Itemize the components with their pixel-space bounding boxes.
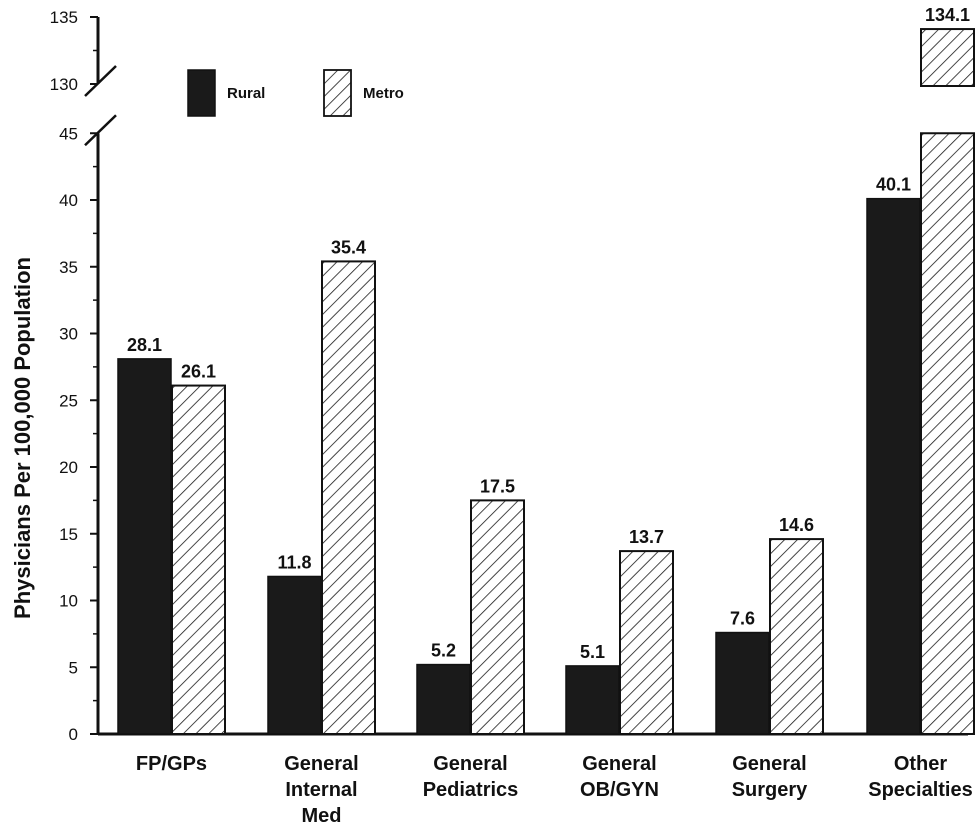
rural-bar <box>416 663 471 735</box>
y-tick-label: 20 <box>59 458 78 477</box>
metro-value-label: 35.4 <box>331 237 366 257</box>
rural-bar <box>565 665 620 735</box>
category-label-line: General <box>732 753 806 775</box>
category-label-line: General <box>582 753 656 775</box>
metro-bar-top-segment <box>920 28 975 87</box>
y-tick-label: 40 <box>59 191 78 210</box>
metro-bar <box>920 132 975 735</box>
rural-value-label: 7.6 <box>730 609 755 629</box>
category-label: General Surgery <box>732 753 808 801</box>
category-label-line: Internal <box>285 779 357 801</box>
metro-bar <box>619 550 674 735</box>
data-labels: 28.1 26.1 11.8 35.4 5.2 17.5 5.1 13.7 7.6 14.6 40.… <box>127 5 970 662</box>
legend-swatch-rural <box>187 69 216 117</box>
rural-bar <box>715 631 770 735</box>
category-label-line: OB/GYN <box>580 779 659 801</box>
metro-bar <box>769 538 824 736</box>
category-label: Other Specialties <box>868 753 973 801</box>
category-label-line: Other <box>894 753 948 775</box>
metro-value-label: 13.7 <box>629 527 664 547</box>
metro-value-label: 134.1 <box>925 5 970 25</box>
category-label-line: Specialties <box>868 779 973 801</box>
rural-bar <box>267 575 322 735</box>
rural-value-label: 5.1 <box>580 642 605 662</box>
metro-bar <box>470 499 525 735</box>
metro-value-label: 14.6 <box>779 515 814 535</box>
category-label-line: Surgery <box>732 779 808 801</box>
y-axis: 0 5 10 15 20 25 30 35 40 45 130 135 <box>50 8 968 744</box>
category-label: General Pediatrics <box>423 753 519 801</box>
y-tick-label: 45 <box>59 124 78 143</box>
rural-bar <box>117 358 172 735</box>
category-label: General OB/GYN <box>580 753 659 801</box>
category-label-line: Med <box>302 805 342 827</box>
y-tick-label: 5 <box>69 658 78 677</box>
category-label-line: Pediatrics <box>423 779 519 801</box>
category-label-line: General <box>284 753 358 775</box>
metro-bar <box>321 260 376 735</box>
category-labels: FP/GPs General Internal Med General Pediatric… <box>136 753 973 827</box>
rural-value-label: 28.1 <box>127 335 162 355</box>
metro-value-label: 26.1 <box>181 362 216 382</box>
y-tick-label: 30 <box>59 325 78 344</box>
rural-bar <box>866 197 921 735</box>
y-axis-label: Physicians Per 100,000 Population <box>10 257 35 619</box>
y-tick-label: 10 <box>59 592 78 611</box>
bars <box>117 28 975 736</box>
category-label: FP/GPs <box>136 753 207 775</box>
legend-swatch-metro <box>323 69 352 117</box>
metro-value-label: 17.5 <box>480 476 515 496</box>
rural-value-label: 40.1 <box>876 175 911 195</box>
legend: Rural Metro <box>187 69 404 117</box>
category-label-line: FP/GPs <box>136 753 207 775</box>
y-tick-label: 130 <box>50 75 78 94</box>
axis-break-mark <box>84 65 117 97</box>
category-label: General Internal Med <box>284 753 358 827</box>
y-tick-label: 15 <box>59 525 78 544</box>
y-tick-label: 25 <box>59 391 78 410</box>
category-label-line: General <box>433 753 507 775</box>
y-tick-label: 35 <box>59 258 78 277</box>
legend-label-metro: Metro <box>363 85 404 102</box>
metro-bar <box>171 384 226 735</box>
rural-value-label: 11.8 <box>277 552 311 572</box>
y-tick-label: 0 <box>69 725 78 744</box>
rural-value-label: 5.2 <box>431 641 456 661</box>
y-tick-label: 135 <box>50 8 78 27</box>
legend-label-rural: Rural <box>227 85 265 102</box>
axis-break-mark <box>84 114 117 147</box>
